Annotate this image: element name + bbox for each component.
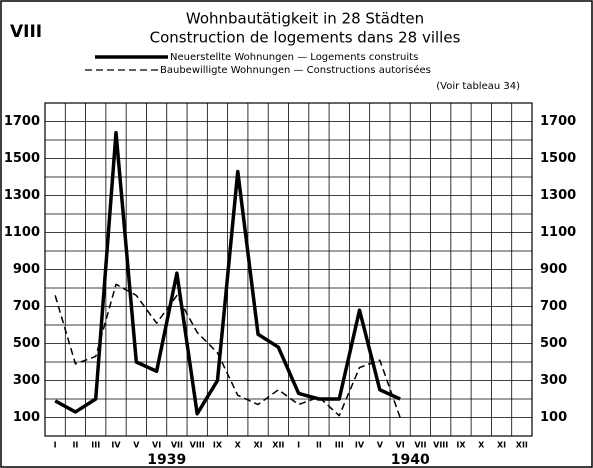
x-tick-label: VI <box>152 441 161 450</box>
year-label: 1939 <box>147 452 186 468</box>
x-tick-label: IV <box>111 441 121 450</box>
year-label: 1940 <box>391 452 430 468</box>
y2-tick-label: 300 <box>540 373 567 388</box>
x-tick-label: IV <box>355 441 365 450</box>
x-tick-label: X <box>478 441 485 450</box>
x-tick-label: VI <box>396 441 405 450</box>
chart-title: Wohnbautätigkeit in 28 Städten <box>186 10 424 28</box>
x-tick-label: XI <box>497 441 506 450</box>
y-tick-label: 1500 <box>4 151 40 166</box>
series-line <box>54 130 401 416</box>
legend-label: Neuerstellte Wohnungen — Logements const… <box>170 52 418 63</box>
x-tick-label: I <box>297 441 300 450</box>
y2-tick-label: 1700 <box>540 114 576 129</box>
plot-frame <box>44 102 533 437</box>
x-tick-label: III <box>335 441 344 450</box>
y-tick-label: 1700 <box>4 114 40 129</box>
y2-tick-label: 100 <box>540 410 567 425</box>
y2-tick-label: 1300 <box>540 188 576 203</box>
y-tick-label: 1300 <box>4 188 40 203</box>
x-tick-label: XI <box>253 441 262 450</box>
y-tick-label: 300 <box>13 373 40 388</box>
y2-tick-label: 900 <box>540 262 567 277</box>
y-tick-label: 900 <box>13 262 40 277</box>
x-tick-label: II <box>316 441 322 450</box>
x-tick-label: I <box>54 441 57 450</box>
y2-tick-label: 700 <box>540 299 567 314</box>
x-tick-label: VII <box>414 441 426 450</box>
y2-tick-label: 500 <box>540 336 567 351</box>
x-tick-label: IX <box>456 441 466 450</box>
legend-label: Baubewilligte Wohnungen — Constructions … <box>160 64 431 76</box>
annotation: (Voir tableau 34) <box>436 81 520 92</box>
x-tick-label: X <box>235 441 242 450</box>
x-tick-label: V <box>133 441 140 450</box>
y2-tick-label: 1100 <box>540 225 576 240</box>
x-tick-label: II <box>72 441 78 450</box>
series-line <box>54 283 401 418</box>
y2-tick-label: 1500 <box>540 151 576 166</box>
x-tick-label: III <box>91 441 100 450</box>
y-tick-label: 1100 <box>4 225 40 240</box>
x-tick-label: IX <box>213 441 223 450</box>
y-tick-label: 500 <box>13 336 40 351</box>
x-tick-label: VIII <box>433 441 448 450</box>
x-tick-label: XII <box>516 441 528 450</box>
chart-subtitle: Construction de logements dans 28 villes <box>150 29 461 47</box>
y-tick-label: 100 <box>13 410 40 425</box>
x-tick-label: V <box>377 441 384 450</box>
chart-number: VIII <box>10 22 42 42</box>
x-tick-label: XII <box>272 441 284 450</box>
x-tick-label: VIII <box>190 441 205 450</box>
x-tick-label: VII <box>171 441 183 450</box>
y-tick-label: 700 <box>13 299 40 314</box>
